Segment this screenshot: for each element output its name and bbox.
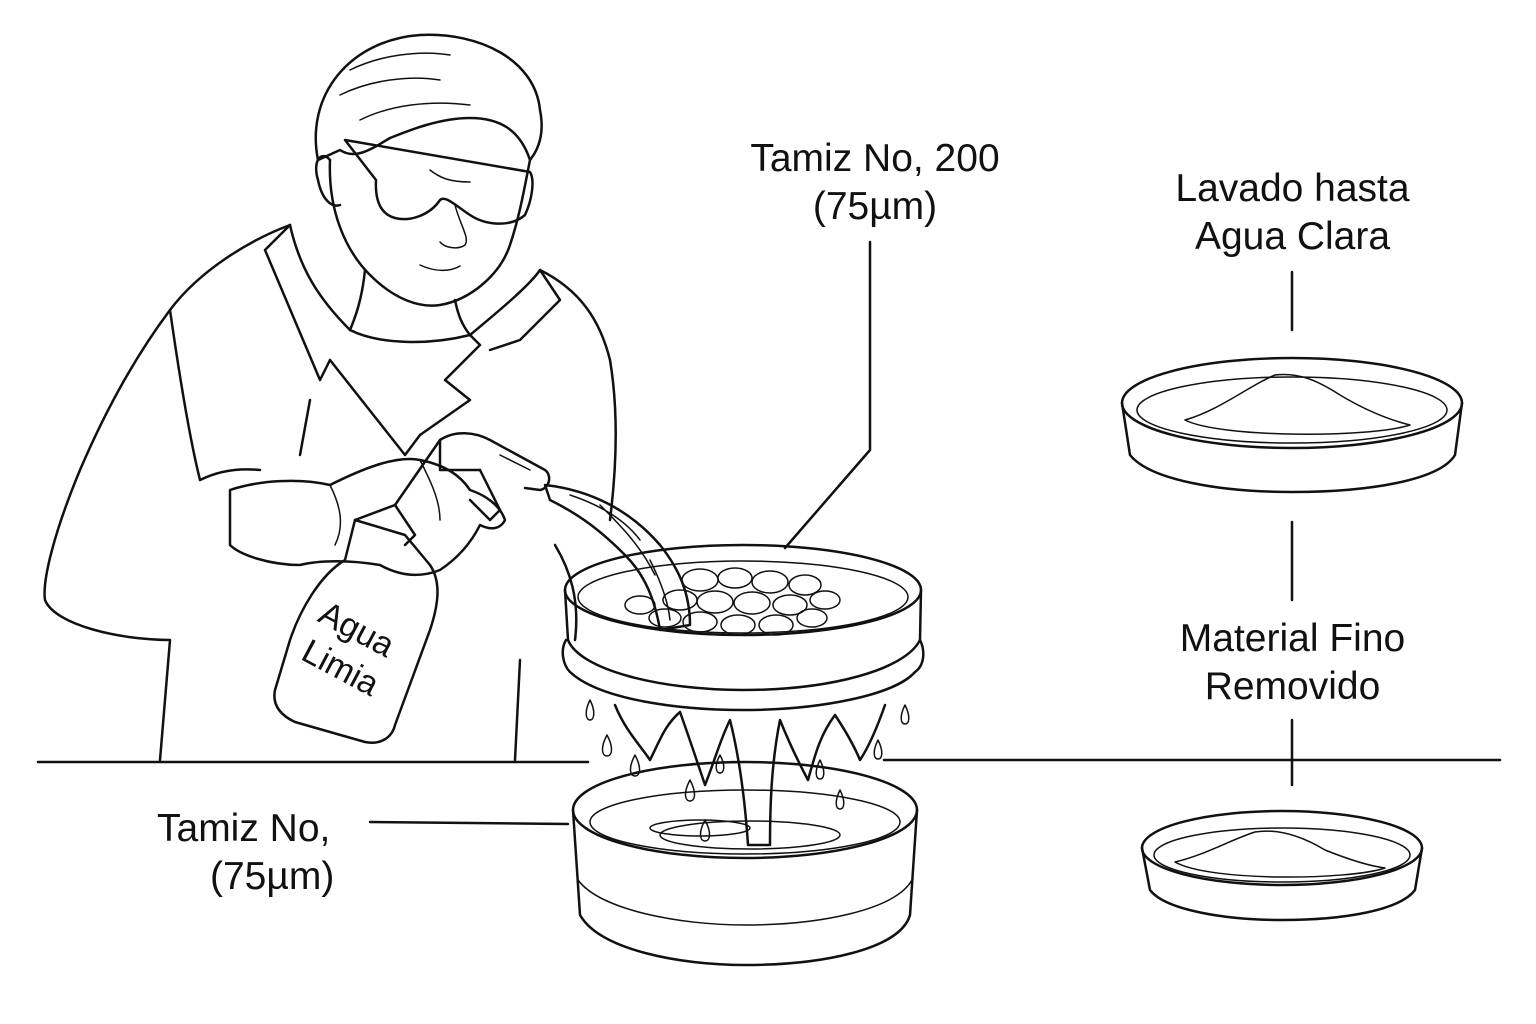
sieve-top-label-line1: Tamiz No, 200 <box>750 137 1000 180</box>
dripping-water <box>585 699 910 847</box>
washed-label-line1: Lavado hasta <box>1175 167 1410 210</box>
washed-label-line2: Agua Clara <box>1194 215 1391 258</box>
spray-bottle-icon <box>273 432 551 744</box>
sieve-bottom-label-line2: (75µm) <box>210 855 335 898</box>
dish-icon <box>1120 356 1464 494</box>
technician-icon <box>43 33 617 762</box>
water-stream <box>543 483 692 632</box>
fines-label-line1: Material Fino <box>1179 617 1406 660</box>
sieve-icon <box>561 543 925 712</box>
leader-lines <box>368 240 1294 826</box>
dish-icon <box>1140 809 1424 922</box>
table-edge <box>36 758 1502 764</box>
fines-label-line2: Removido <box>1204 665 1381 708</box>
sieve-bottom-label-line1: Tamiz No, <box>157 807 331 850</box>
sieve-top-label-line2: (75µm) <box>812 185 938 228</box>
pan-icon <box>571 760 919 967</box>
